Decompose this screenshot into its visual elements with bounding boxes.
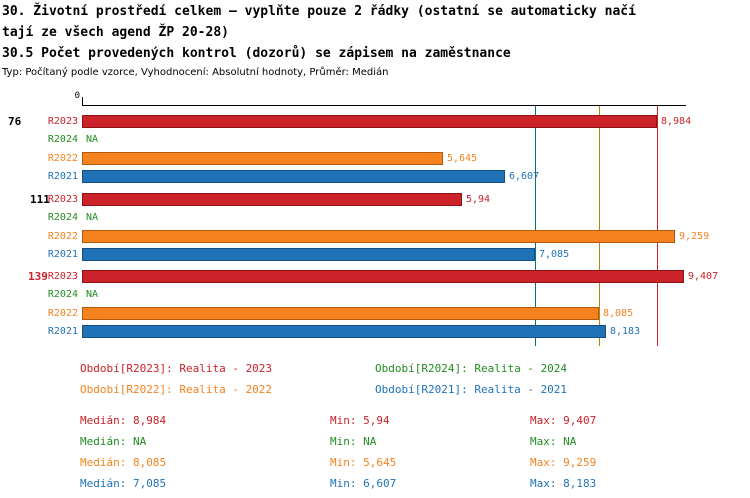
bar-value-label: 6,607 bbox=[509, 171, 540, 182]
group-label: 139 bbox=[28, 270, 48, 283]
series-label-r2022: R2022 bbox=[47, 308, 78, 319]
legend-item: Období[R2023]: Realita - 2023 bbox=[80, 362, 273, 375]
median-line-red bbox=[657, 106, 658, 346]
stat-min: Min: 5,94 bbox=[330, 414, 390, 427]
bar-r2023 bbox=[82, 193, 462, 206]
bar-value-label: 9,407 bbox=[688, 271, 719, 282]
x-axis-line bbox=[82, 105, 686, 106]
bar-r2022 bbox=[82, 230, 675, 243]
group-label: 111 bbox=[30, 193, 50, 206]
bar-r2023 bbox=[82, 115, 657, 128]
bar-r2021 bbox=[82, 170, 505, 183]
legend-item: Období[R2022]: Realita - 2022 bbox=[80, 383, 273, 396]
chart-subtitle: 30.5 Počet provedených kontrol (dozorů) … bbox=[2, 46, 511, 61]
series-label-r2021: R2021 bbox=[47, 171, 78, 182]
series-label-r2022: R2022 bbox=[47, 231, 78, 242]
chart-title-line2: tají ze všech agend ŽP 20-28) bbox=[2, 25, 229, 40]
legend-item: Období[R2024]: Realita - 2024 bbox=[375, 362, 568, 375]
median-line-olive bbox=[599, 106, 600, 346]
stat-median: Medián: 8,085 bbox=[80, 456, 167, 469]
series-label-r2023: R2023 bbox=[47, 271, 78, 282]
bar-value-label: 7,085 bbox=[539, 249, 570, 260]
chart-title-line1: 30. Životní prostředí celkem – vyplňte p… bbox=[2, 4, 636, 19]
bar-r2022 bbox=[82, 307, 599, 320]
legend-item: Období[R2021]: Realita - 2021 bbox=[375, 383, 568, 396]
stat-max: Max: 8,183 bbox=[530, 477, 597, 490]
series-label-r2024: R2024 bbox=[47, 212, 78, 223]
bar-r2021 bbox=[82, 248, 535, 261]
stat-min: Min: 6,607 bbox=[330, 477, 397, 490]
bar-value-label: 8,085 bbox=[603, 308, 634, 319]
bar-value-label: 5,645 bbox=[447, 153, 478, 164]
stat-median: Medián: 7,085 bbox=[80, 477, 167, 490]
median-line-teal bbox=[535, 106, 536, 346]
series-label-r2024: R2024 bbox=[47, 134, 78, 145]
na-value-label: NA bbox=[86, 134, 99, 145]
series-label-r2024: R2024 bbox=[47, 289, 78, 300]
series-label-r2022: R2022 bbox=[47, 153, 78, 164]
stat-median: Medián: 8,984 bbox=[80, 414, 167, 427]
bar-value-label: 8,984 bbox=[661, 116, 692, 127]
bar-r2022 bbox=[82, 152, 443, 165]
series-label-r2021: R2021 bbox=[47, 249, 78, 260]
stat-max: Max: 9,407 bbox=[530, 414, 597, 427]
x-axis-origin-tick bbox=[82, 97, 83, 105]
bar-r2021 bbox=[82, 325, 606, 338]
series-label-r2021: R2021 bbox=[47, 326, 78, 337]
stat-median: Medián: NA bbox=[80, 435, 147, 448]
stat-max: Max: NA bbox=[530, 435, 577, 448]
bar-value-label: 9,259 bbox=[679, 231, 710, 242]
bar-value-label: 8,183 bbox=[610, 326, 641, 337]
stat-max: Max: 9,259 bbox=[530, 456, 597, 469]
bar-r2023 bbox=[82, 270, 684, 283]
series-label-r2023: R2023 bbox=[47, 194, 78, 205]
chart-meta-line: Typ: Počítaný podle vzorce, Vyhodnocení:… bbox=[2, 67, 389, 78]
stat-min: Min: 5,645 bbox=[330, 456, 397, 469]
stat-min: Min: NA bbox=[330, 435, 377, 448]
group-label: 76 bbox=[8, 115, 22, 128]
series-label-r2023: R2023 bbox=[47, 116, 78, 127]
na-value-label: NA bbox=[86, 212, 99, 223]
na-value-label: NA bbox=[86, 289, 99, 300]
x-axis-zero-label: 0 bbox=[74, 91, 80, 101]
bar-value-label: 5,94 bbox=[466, 194, 491, 205]
